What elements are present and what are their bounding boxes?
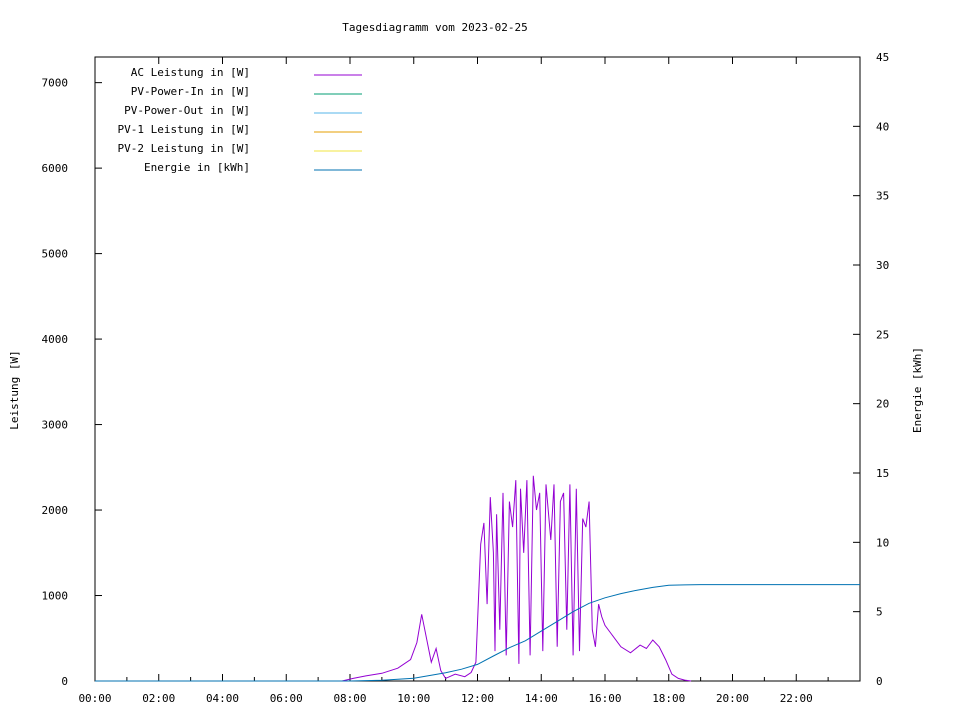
y-tick-label: 1000 — [42, 590, 69, 603]
y2-tick-label: 0 — [876, 675, 883, 688]
y2-tick-label: 10 — [876, 536, 889, 549]
y-tick-label: 7000 — [42, 77, 69, 90]
y2-axis-label: Energie [kWh] — [911, 347, 924, 433]
y-tick-label: 5000 — [42, 248, 69, 261]
y-tick-label: 6000 — [42, 162, 69, 175]
x-tick-label: 12:00 — [461, 692, 494, 705]
x-tick-label: 20:00 — [716, 692, 749, 705]
legend-label: PV-Power-Out in [W] — [124, 104, 250, 117]
x-tick-label: 08:00 — [333, 692, 366, 705]
legend-label: AC Leistung in [W] — [131, 66, 250, 79]
axis-ticks: 00:00 02:00 04:00 06:00 08:00 10:00 12:00 14:00… — [42, 51, 890, 705]
series-line — [95, 584, 860, 682]
legend: AC Leistung in [W] PV-Power-In in [W] PV-P… — [118, 66, 362, 174]
y2-tick-label: 25 — [876, 328, 889, 341]
y-tick-label: 0 — [61, 675, 68, 688]
x-tick-label: 10:00 — [397, 692, 430, 705]
legend-label: Energie in [kWh] — [144, 161, 250, 174]
y2-tick-label: 5 — [876, 606, 883, 619]
y2-tick-label: 15 — [876, 467, 889, 480]
y2-tick-label: 20 — [876, 398, 889, 411]
x-tick-label: 18:00 — [652, 692, 685, 705]
y2-tick-label: 30 — [876, 259, 889, 272]
y-tick-label: 4000 — [42, 333, 69, 346]
legend-label: PV-1 Leistung in [W] — [118, 123, 250, 136]
x-tick-label: 14:00 — [525, 692, 558, 705]
x-tick-label: 02:00 — [142, 692, 175, 705]
y2-tick-label: 45 — [876, 51, 889, 64]
series-lines — [95, 475, 860, 682]
series-line — [341, 475, 692, 682]
x-tick-label: 06:00 — [270, 692, 303, 705]
x-tick-label: 04:00 — [206, 692, 239, 705]
x-tick-label: 22:00 — [780, 692, 813, 705]
y-tick-label: 2000 — [42, 504, 69, 517]
legend-label: PV-2 Leistung in [W] — [118, 142, 250, 155]
legend-label: PV-Power-In in [W] — [131, 85, 250, 98]
x-tick-label: 16:00 — [588, 692, 621, 705]
y-axis-label: Leistung [W] — [8, 350, 21, 429]
y2-tick-label: 40 — [876, 120, 889, 133]
chart-title: Tagesdiagramm vom 2023-02-25 — [342, 21, 527, 34]
y2-tick-label: 35 — [876, 190, 889, 203]
x-tick-label: 00:00 — [78, 692, 111, 705]
y-tick-label: 3000 — [42, 419, 69, 432]
